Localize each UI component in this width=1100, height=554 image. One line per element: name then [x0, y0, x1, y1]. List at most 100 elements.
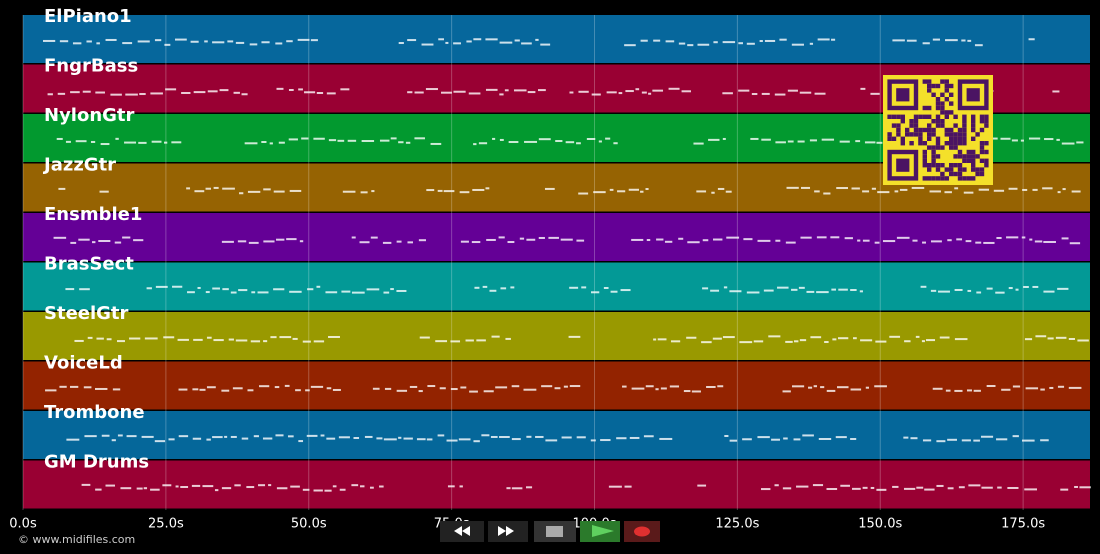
note [624, 485, 632, 488]
qr-module [949, 145, 954, 150]
note [259, 385, 270, 388]
note [802, 434, 814, 437]
note [1001, 388, 1011, 391]
qr-module [962, 136, 967, 141]
note [370, 236, 378, 239]
note [746, 42, 755, 45]
note [297, 38, 310, 41]
note [930, 240, 942, 243]
note [443, 190, 455, 193]
note [617, 190, 626, 193]
note [72, 42, 82, 45]
note [906, 39, 917, 42]
qr-module [931, 176, 936, 181]
note [269, 142, 273, 145]
note [204, 40, 208, 43]
note [74, 339, 84, 342]
note [485, 88, 498, 91]
note [65, 288, 75, 291]
qr-module [971, 167, 976, 172]
note [655, 388, 659, 391]
stop-icon [546, 526, 563, 537]
note [258, 484, 266, 487]
qr-module [957, 176, 963, 181]
note [94, 387, 108, 390]
note [105, 484, 115, 487]
note [471, 241, 481, 244]
note [361, 139, 375, 142]
note [247, 389, 254, 392]
qr-module [922, 141, 927, 146]
qr-module [962, 176, 967, 181]
note [687, 44, 694, 47]
note [313, 340, 325, 343]
note [228, 338, 234, 341]
note [708, 138, 720, 141]
note [366, 288, 380, 291]
note [892, 485, 899, 488]
note [414, 91, 424, 94]
note [263, 188, 271, 191]
note [191, 484, 201, 487]
note [441, 91, 452, 94]
qr-module [957, 163, 963, 168]
qr-module [953, 141, 958, 146]
note [896, 236, 910, 239]
note [298, 440, 304, 443]
note [372, 387, 380, 390]
note [862, 190, 870, 193]
note [983, 241, 995, 244]
qr-module [913, 123, 919, 128]
note [510, 286, 515, 289]
qr-module [979, 149, 985, 155]
qr-module [949, 110, 954, 115]
note [122, 236, 131, 239]
note [656, 238, 664, 241]
note [116, 340, 125, 343]
track-name: NylonGtr [44, 105, 135, 126]
note [628, 188, 639, 191]
note [340, 88, 350, 91]
qr-finder [896, 158, 910, 172]
note [221, 389, 230, 392]
note [241, 93, 248, 96]
note [1079, 486, 1091, 489]
note [713, 41, 718, 44]
note [860, 339, 873, 342]
qr-module [979, 167, 985, 172]
qr-module [957, 141, 963, 146]
note [421, 43, 434, 46]
note [813, 385, 818, 388]
note [307, 288, 314, 291]
note [163, 336, 175, 339]
note [687, 241, 700, 244]
qr-module [935, 83, 941, 89]
note [476, 339, 486, 342]
note [310, 385, 324, 388]
qr-module [984, 114, 989, 119]
note [1015, 288, 1019, 291]
note [133, 239, 144, 242]
qr-module [940, 110, 945, 115]
note [276, 487, 288, 490]
note [193, 91, 206, 94]
qr-module [927, 83, 932, 89]
note [818, 437, 832, 440]
note [222, 187, 235, 190]
note [316, 285, 321, 288]
note [1000, 137, 1011, 140]
note [814, 92, 826, 95]
note [681, 90, 691, 93]
note [581, 286, 587, 289]
note [474, 286, 480, 289]
note [799, 91, 812, 94]
note [853, 337, 857, 340]
note [922, 42, 930, 45]
note [199, 388, 206, 391]
note [540, 43, 551, 46]
note [473, 143, 477, 146]
forward-icon [498, 526, 514, 536]
note [787, 89, 798, 92]
note [310, 39, 318, 42]
rewind-icon [454, 526, 470, 536]
